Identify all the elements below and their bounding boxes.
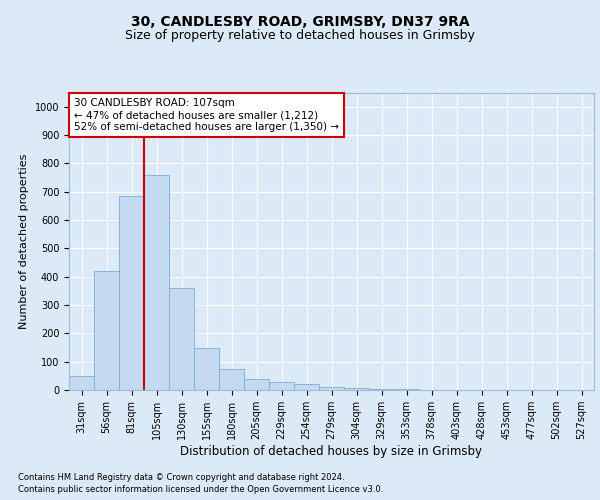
Bar: [319, 387, 344, 390]
Text: Contains public sector information licensed under the Open Government Licence v3: Contains public sector information licen…: [18, 484, 383, 494]
Text: 30 CANDLESBY ROAD: 107sqm
← 47% of detached houses are smaller (1,212)
52% of se: 30 CANDLESBY ROAD: 107sqm ← 47% of detac…: [74, 98, 339, 132]
Text: Contains HM Land Registry data © Crown copyright and database right 2024.: Contains HM Land Registry data © Crown c…: [18, 473, 344, 482]
Text: 30, CANDLESBY ROAD, GRIMSBY, DN37 9RA: 30, CANDLESBY ROAD, GRIMSBY, DN37 9RA: [131, 16, 469, 30]
Y-axis label: Number of detached properties: Number of detached properties: [19, 154, 29, 329]
Bar: [219, 369, 244, 390]
Bar: [119, 196, 144, 390]
Text: Size of property relative to detached houses in Grimsby: Size of property relative to detached ho…: [125, 28, 475, 42]
Bar: [144, 174, 169, 390]
Bar: [69, 376, 94, 390]
Bar: [194, 348, 219, 390]
Bar: [244, 378, 269, 390]
Bar: [169, 288, 194, 390]
Bar: [94, 271, 119, 390]
Bar: [369, 389, 394, 390]
Bar: [344, 388, 369, 390]
X-axis label: Distribution of detached houses by size in Grimsby: Distribution of detached houses by size …: [181, 445, 482, 458]
Bar: [269, 382, 294, 390]
Bar: [294, 384, 319, 390]
